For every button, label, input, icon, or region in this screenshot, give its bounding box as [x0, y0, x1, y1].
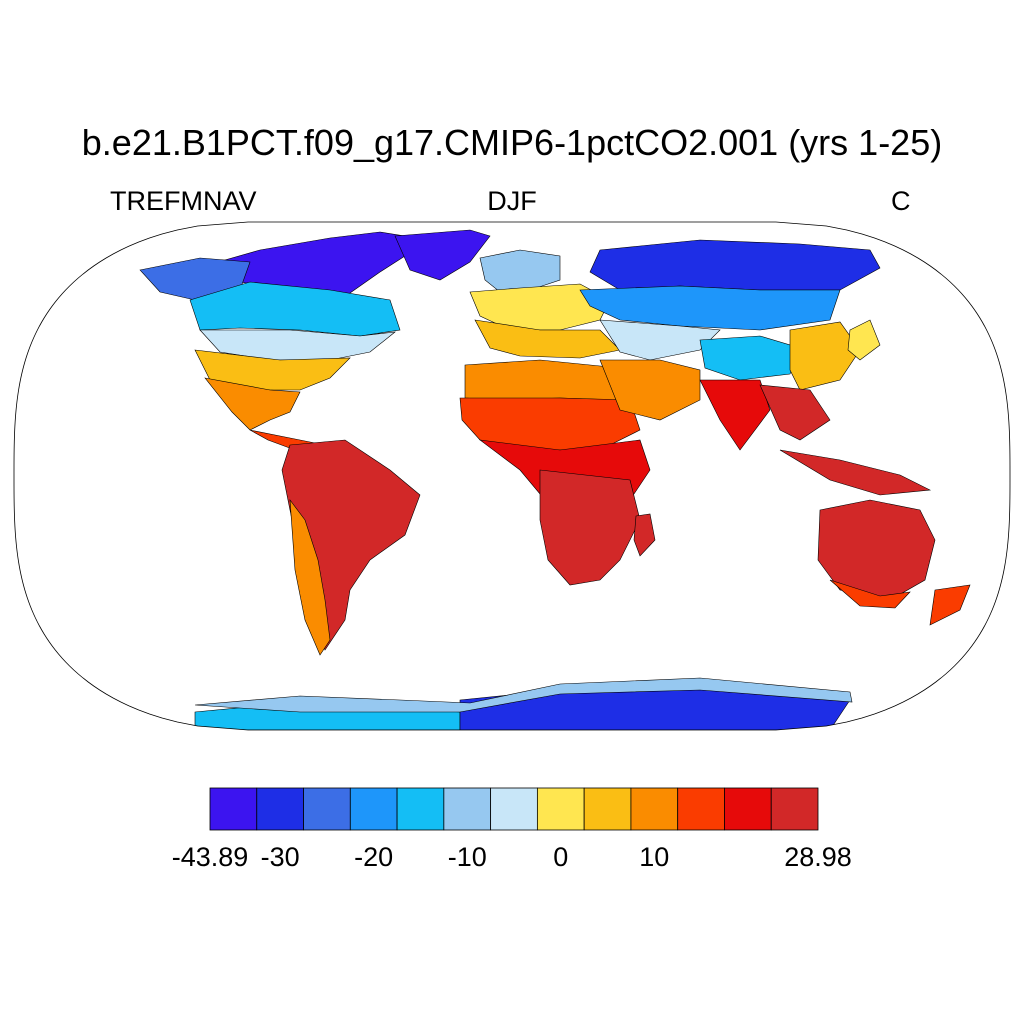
- antarctica-coast-region: [194, 677, 853, 713]
- colorbar-box: [724, 787, 772, 831]
- tibet-region: [699, 335, 801, 381]
- colorbar-tick-label: -20: [354, 842, 393, 872]
- nz-region: [929, 584, 971, 626]
- australia-region: [817, 499, 936, 601]
- c-asia-region: [599, 319, 721, 361]
- europe-south-region: [474, 319, 621, 359]
- colorbar-box: [770, 787, 819, 831]
- colorbar-tick-label: -43.89: [172, 842, 249, 872]
- map-boundary: [13, 221, 1011, 731]
- variable-label: TREFMNAV: [110, 186, 257, 216]
- colorbar-box: [536, 787, 585, 831]
- madagascar-region: [633, 513, 656, 557]
- land-temperature-layer: [139, 229, 971, 730]
- colorbar-box: [443, 787, 492, 831]
- map-title: b.e21.B1PCT.f09_g17.CMIP6-1pctCO2.001 (y…: [81, 122, 943, 163]
- colorbar-box: [209, 787, 258, 831]
- colorbar-box: [583, 787, 632, 831]
- oz-south-region: [829, 579, 911, 609]
- colorbar-tick-label: -30: [261, 842, 300, 872]
- colorbar-box: [396, 787, 445, 831]
- na-north-region: [189, 281, 401, 337]
- colorbar-tick-label: -10: [448, 842, 487, 872]
- colorbar-box: [256, 787, 304, 831]
- se-asia-region: [759, 384, 831, 441]
- colorbar-box: [677, 787, 725, 831]
- s-africa-region: [539, 469, 641, 586]
- colorbar-tick-label: 0: [553, 842, 568, 872]
- india-region: [699, 379, 771, 451]
- scandinavia-region: [479, 249, 561, 293]
- japan-region: [847, 319, 881, 361]
- colorbar-box: [490, 787, 538, 831]
- sa-andes-region: [289, 499, 331, 656]
- greenland-region: [394, 229, 491, 281]
- e-asia-region: [789, 321, 861, 391]
- season-label: DJF: [487, 186, 537, 216]
- colorbar-box: [349, 787, 398, 831]
- indonesia-region: [779, 449, 932, 496]
- siberia-s-region: [579, 285, 841, 331]
- units-label: C: [891, 186, 911, 216]
- colorbar-box: [303, 787, 351, 831]
- colorbar-tick-label: 28.98: [784, 842, 852, 872]
- mexico-region: [204, 377, 301, 431]
- middle-east-region: [599, 359, 701, 421]
- colorbar-tick-label: 10: [639, 842, 669, 872]
- colorbar-box: [630, 787, 679, 831]
